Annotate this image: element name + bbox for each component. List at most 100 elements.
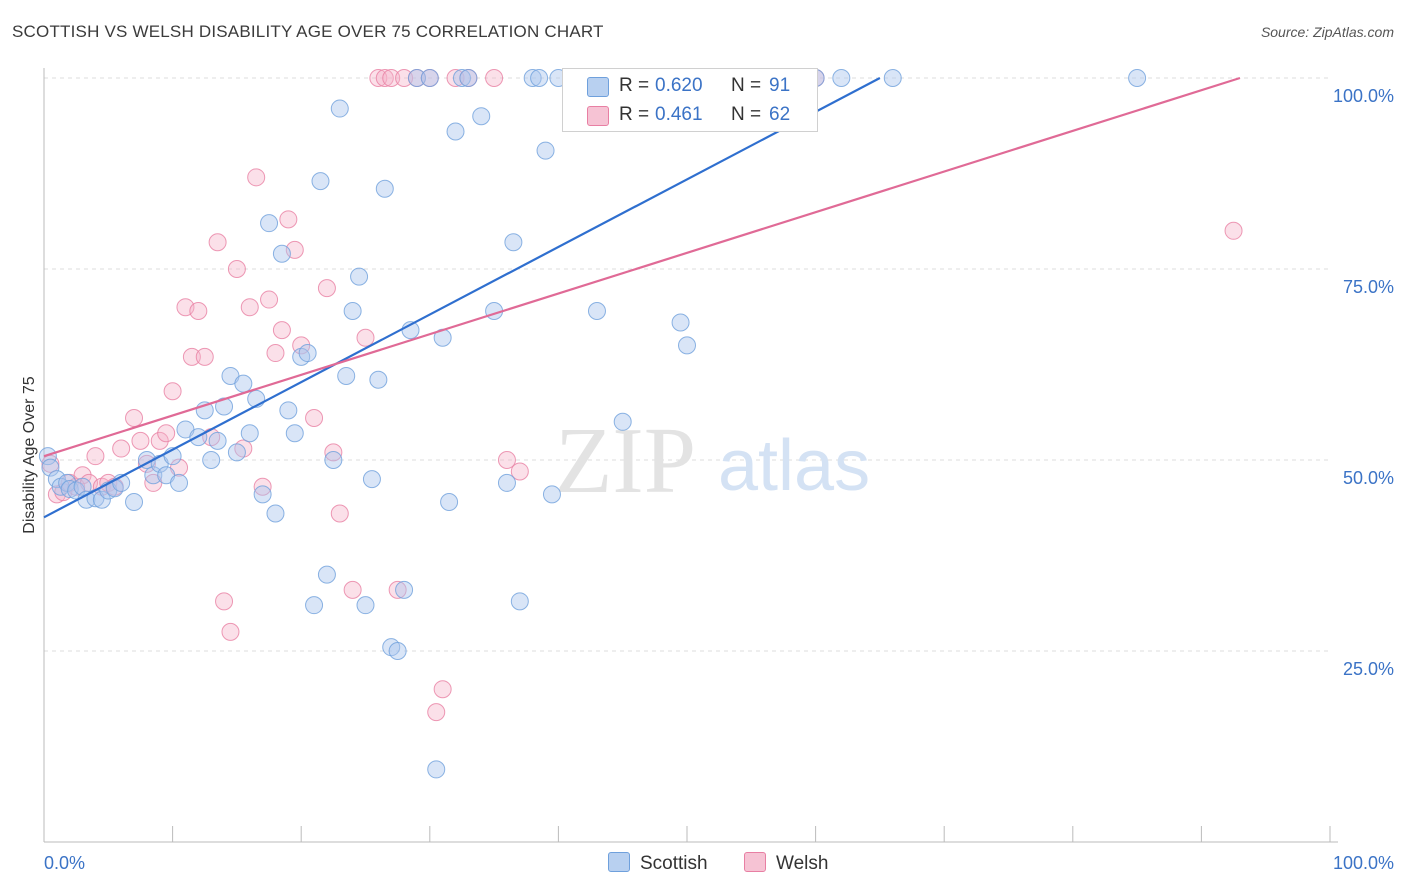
scottish-point [41,458,60,477]
scottish-point [530,69,549,87]
scottish-point [38,447,57,466]
legend-row-welsh: R = 0.461 N = 62 [563,100,817,130]
scottish-point [395,580,414,599]
scottish-point [279,401,298,420]
welsh-point [343,580,362,599]
axes [43,68,1338,843]
scottish-point [472,107,491,126]
welsh-point [330,504,349,523]
r-label: R = [619,104,650,125]
scottish-point [510,592,529,611]
scottish-point [388,642,407,660]
welsh-point [221,622,240,641]
scottish-point [375,179,394,198]
n-label: N = [731,104,762,125]
welsh-swatch [587,106,609,126]
scottish-point [356,596,375,615]
welsh-point [112,439,131,458]
scottish-point [311,172,330,191]
welsh-point [272,321,291,340]
r-value: 0.620 [655,75,703,96]
r-label: R = [619,75,650,96]
scottish-point [337,366,356,385]
welsh-point [247,168,266,187]
chart-title: SCOTTISH VS WELSH DISABILITY AGE OVER 75… [12,22,604,41]
welsh-point [369,69,388,87]
welsh-legend-swatch [744,852,766,872]
correlation-legend: R = 0.620 N = 91 R = 0.461 N = 62 [562,68,818,132]
scottish-swatch [587,77,609,97]
scottish-point [317,565,336,584]
scottish-point [407,69,426,87]
welsh-point [150,431,169,450]
scottish-point [208,431,227,450]
scottish-point [144,466,163,485]
welsh-point [253,477,272,496]
scottish-point [536,141,555,160]
welsh-point [86,447,105,466]
scottish-point [497,473,516,492]
welsh-point [240,298,259,317]
scottish-point [452,69,471,87]
scottish-point [1128,69,1147,87]
welsh-point [388,580,407,599]
welsh-trend-line [43,76,1241,458]
welsh-point [125,408,144,427]
scottish-point [170,473,189,492]
tick-labels: 25.0% 50.0% 75.0% 100.0% 0.0% 100.0% [44,86,1394,873]
welsh-point [324,443,343,462]
welsh-point [279,210,298,229]
x-tick-label: 100.0% [1333,853,1394,873]
welsh-point [356,328,375,347]
welsh-point [266,344,285,363]
scottish-point [253,485,272,504]
scottish-point [587,302,606,321]
scottish-point [420,69,439,87]
scottish-point [324,451,343,469]
scottish-point [613,412,632,431]
watermark-atlas: atlas [718,426,870,506]
welsh-points [41,69,1243,722]
welsh-point [382,69,401,87]
welsh-point [163,382,182,401]
scottish-legend-swatch [608,852,630,872]
n-label: N = [731,75,762,96]
scottish-point [305,596,324,615]
welsh-point [446,69,465,87]
r-value: 0.461 [655,104,703,125]
y-axis-label: Disability Age Over 75 [21,376,38,534]
legend-item-scottish[interactable]: Scottish [608,852,708,875]
scottish-point [671,313,690,332]
scottish-point [350,267,369,286]
scottish-point [427,760,446,779]
scottish-point [260,214,279,233]
welsh-point [182,347,201,366]
scottish-point [440,493,459,512]
scottish-point [227,443,246,462]
scottish-point [362,470,381,489]
scottish-point [330,99,349,118]
scottish-point [272,244,291,263]
grid-lines [44,77,1330,652]
welsh-point [375,69,394,87]
scottish-point [215,397,234,416]
welsh-point [215,592,234,611]
y-tick-label: 100.0% [1333,86,1394,106]
welsh-point [131,431,150,450]
scottish-point [369,370,388,389]
legend-item-welsh[interactable]: Welsh [744,852,828,875]
welsh-point [260,290,279,309]
scottish-legend-label: Scottish [640,853,708,874]
x-tick-label: 0.0% [44,853,85,873]
welsh-point [305,408,324,427]
scottish-point [542,485,561,504]
welsh-point [227,260,246,278]
scottish-point [92,490,111,509]
welsh-point [1224,221,1243,240]
scottish-point [523,69,542,87]
source-label: Source: ZipAtlas.com [1260,24,1394,40]
welsh-point [189,302,208,321]
watermark-zip: ZIP [555,409,696,513]
scottish-point [298,344,317,363]
